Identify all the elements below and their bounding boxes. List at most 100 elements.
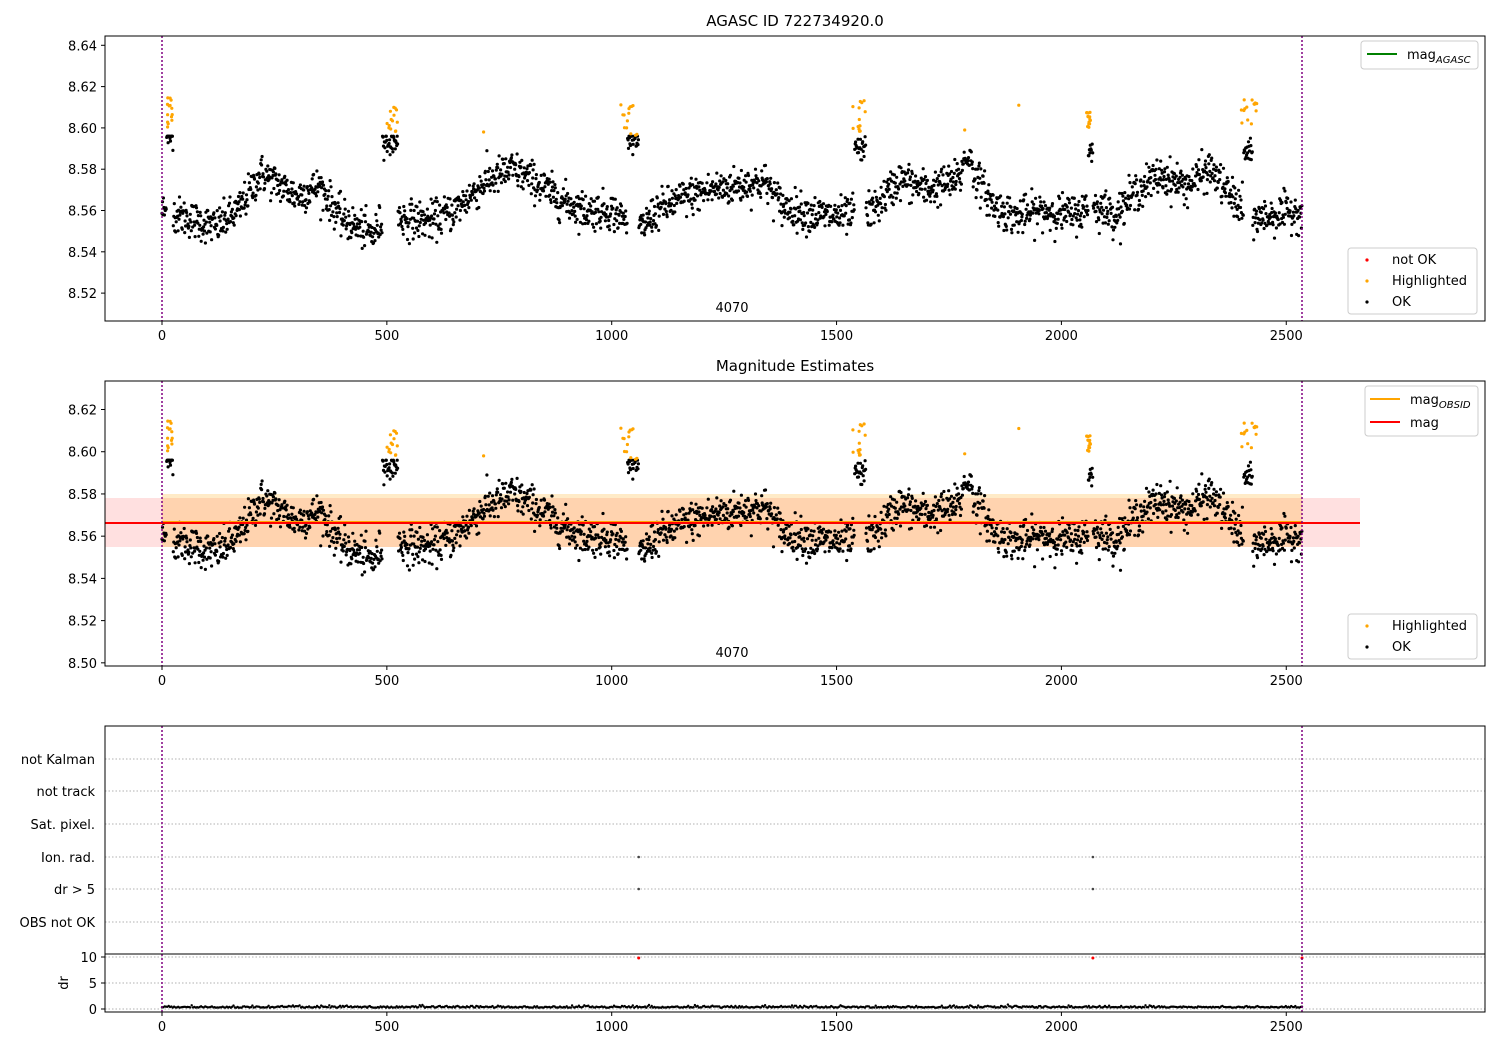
ok-point	[534, 497, 539, 502]
ok-point	[501, 482, 505, 486]
ok-point	[738, 181, 742, 185]
ok-point	[301, 525, 305, 529]
ok-point	[797, 205, 802, 209]
ok-point	[850, 541, 854, 546]
ok-point	[500, 172, 504, 176]
ok-point	[1211, 501, 1215, 505]
ok-point	[1273, 211, 1277, 215]
ok-point	[285, 178, 289, 182]
ok-point	[416, 537, 420, 541]
ok-point	[804, 235, 809, 239]
ok-point	[1262, 532, 1266, 536]
ok-point	[549, 523, 553, 527]
ok-point	[202, 225, 206, 229]
ok-point	[715, 171, 719, 175]
ok-point	[833, 203, 837, 207]
ok-point	[337, 530, 341, 534]
ok-point	[502, 486, 506, 490]
ok-point	[1249, 482, 1253, 486]
ok-point	[1225, 501, 1229, 505]
ok-point	[1095, 200, 1099, 204]
ok-point	[1282, 186, 1286, 190]
ok-point	[315, 494, 319, 498]
ok-point	[1100, 205, 1104, 209]
ok-point	[593, 536, 598, 540]
ok-point	[566, 517, 570, 521]
ok-point	[1056, 537, 1060, 541]
ok-point	[961, 487, 965, 491]
ok-point	[744, 174, 748, 178]
legend-highlighted-label: Highlighted	[1392, 274, 1467, 289]
ok-point	[1071, 214, 1075, 218]
ok-point	[877, 219, 881, 223]
ok-point	[508, 490, 513, 494]
ok-point	[856, 137, 860, 141]
ok-point	[1201, 175, 1205, 179]
highlighted-point	[851, 105, 855, 109]
ok-point	[259, 482, 263, 486]
ok-point	[1045, 542, 1049, 547]
ok-point	[227, 204, 231, 208]
ok-point	[539, 498, 543, 502]
ok-point	[344, 553, 348, 557]
ok-point	[906, 171, 910, 175]
ok-point	[278, 525, 283, 529]
ok-point	[467, 508, 471, 512]
ok-point	[221, 229, 225, 233]
ok-point	[631, 153, 635, 157]
ok-point	[1189, 188, 1193, 192]
ok-point	[407, 547, 411, 551]
ok-point	[1297, 234, 1301, 238]
ok-point	[1296, 208, 1300, 213]
ok-point	[879, 527, 883, 531]
ok-point	[1139, 184, 1143, 188]
ok-point	[1004, 550, 1008, 555]
ok-point	[639, 548, 643, 552]
ok-point	[577, 558, 581, 563]
ok-point	[1139, 503, 1143, 507]
ok-point	[1045, 216, 1049, 221]
ok-point	[726, 182, 730, 186]
ok-point	[852, 533, 856, 537]
ok-point	[612, 548, 616, 553]
ok-point	[1195, 165, 1199, 169]
ok-point	[1175, 513, 1179, 517]
ok-point	[698, 188, 702, 192]
ok-point	[1080, 194, 1084, 198]
ok-point	[416, 555, 420, 559]
ok-point	[850, 216, 854, 220]
ok-point	[721, 505, 725, 509]
ok-point	[732, 164, 736, 169]
ok-point	[464, 198, 468, 202]
ok-point	[768, 182, 772, 186]
ok-point	[199, 539, 203, 544]
ok-point	[320, 511, 324, 515]
ok-point	[374, 212, 378, 217]
ok-point	[880, 210, 884, 214]
ok-point	[519, 489, 523, 494]
ok-point	[463, 203, 467, 207]
ok-point	[1139, 178, 1143, 182]
ok-point	[975, 167, 980, 171]
ok-point	[737, 501, 741, 505]
ok-point	[492, 189, 496, 193]
ok-point	[278, 188, 282, 193]
ok-point	[1127, 498, 1131, 502]
ok-point	[435, 240, 439, 244]
ok-point	[193, 549, 197, 553]
ok-point	[420, 213, 424, 217]
ok-point	[373, 239, 377, 243]
ok-point	[1270, 211, 1274, 215]
ok-point	[416, 211, 420, 215]
ok-point	[220, 536, 224, 540]
ok-point	[1075, 561, 1079, 565]
ok-point	[548, 193, 552, 197]
ok-point	[390, 471, 394, 475]
legend-highlighted-marker	[1365, 279, 1369, 283]
ok-point	[712, 515, 717, 519]
ok-point	[1005, 201, 1009, 205]
ok-point	[1205, 178, 1209, 182]
ok-point	[877, 545, 881, 549]
ok-point	[783, 534, 787, 538]
ok-point	[193, 235, 197, 239]
